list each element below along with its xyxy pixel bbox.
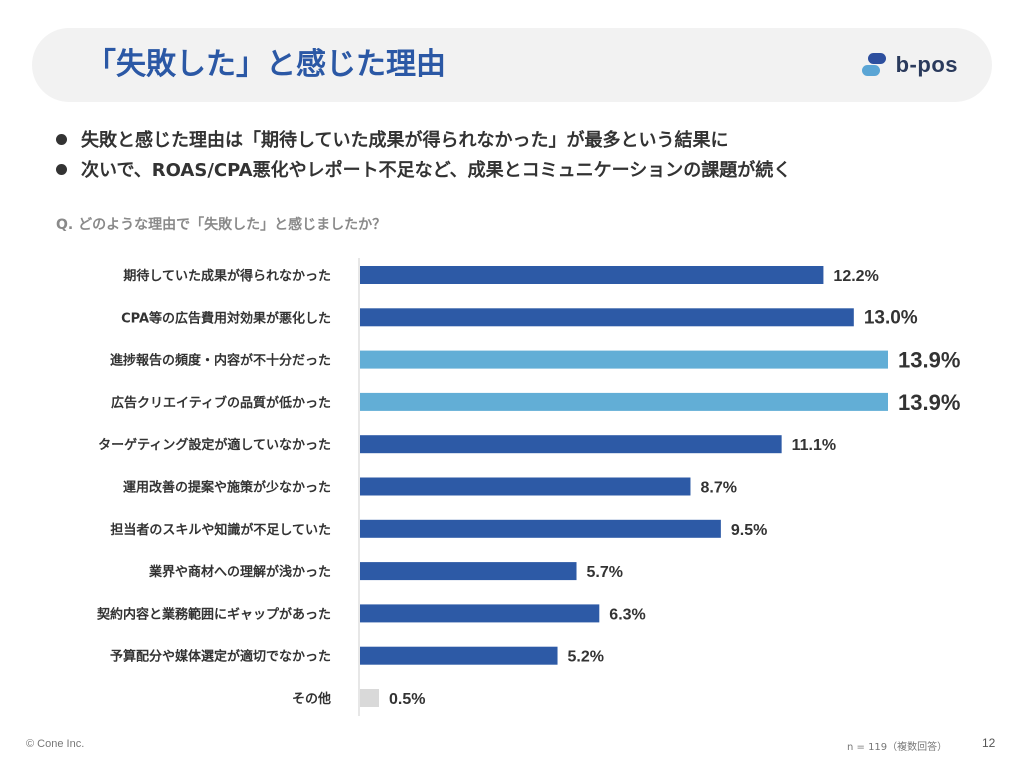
header-banner: 「失敗した」と感じた理由 b-pos [32, 28, 992, 102]
bullet-dot-icon [56, 133, 67, 145]
value-label: 0.5% [389, 691, 425, 708]
value-label: 13.0% [864, 307, 918, 328]
bar [360, 604, 600, 623]
category-label: ターゲティング設定が適していなかった [98, 437, 331, 453]
logo: b-pos [861, 50, 958, 80]
bar [360, 435, 782, 454]
category-label: CPA等の広告費用対効果が悪化した [121, 310, 331, 326]
bar [360, 350, 888, 369]
category-label: その他 [292, 691, 331, 707]
category-label: 運用改善の提案や施策が少なかった [123, 480, 331, 496]
summary-bullet-text: 次いで、ROAS/CPA悪化やレポート不足など、成果とコミュニケーションの課題が… [81, 160, 792, 181]
value-label: 11.1% [792, 437, 836, 454]
category-label: 予算配分や媒体選定が適切でなかった [110, 649, 331, 665]
summary-bullet: 失敗と感じた理由は「期待していた成果が得られなかった」が最多という結果に [56, 124, 791, 154]
summary-bullet-text: 失敗と感じた理由は「期待していた成果が得られなかった」が最多という結果に [81, 130, 729, 151]
category-label: 進捗報告の頻度・内容が不十分だった [110, 353, 331, 369]
value-label: 5.2% [568, 649, 604, 666]
bar [360, 392, 888, 411]
logo-text: b-pos [895, 52, 958, 77]
value-label: 12.2% [833, 268, 878, 285]
bar [360, 266, 824, 284]
category-label: 広告クリエイティブの品質が低かった [111, 395, 331, 411]
bar [360, 562, 577, 581]
copyright: © Cone Inc. [26, 738, 85, 750]
b-pos-logo-icon [861, 52, 886, 78]
category-label: 担当者のスキルや知識が不足していた [110, 522, 331, 538]
value-label: 5.7% [587, 564, 623, 581]
bar-chart: 期待していた成果が得られなかった 12.2% CPA等の広告費用対効果が悪化した 13… [96, 258, 960, 716]
value-label: 8.7% [700, 480, 736, 497]
bullet-dot-icon [56, 163, 67, 175]
category-label: 契約内容と業務範囲にギャップがあった [96, 606, 331, 622]
category-label: 期待していた成果が得られなかった [123, 268, 331, 284]
page-number: 12 [982, 736, 996, 750]
page-title: 「失敗した」と感じた理由 [86, 47, 446, 82]
summary-bullets: 失敗と感じた理由は「期待していた成果が得られなかった」が最多という結果に 次いで… [56, 124, 791, 184]
bar [360, 689, 379, 707]
value-label: 9.5% [731, 522, 767, 539]
value-label: 6.3% [609, 606, 645, 623]
value-label: 13.9% [898, 390, 960, 415]
bar [360, 308, 854, 327]
bar [360, 519, 721, 538]
summary-bullet: 次いで、ROAS/CPA悪化やレポート不足など、成果とコミュニケーションの課題が… [56, 154, 791, 184]
value-label: 13.9% [898, 348, 960, 373]
bar [360, 477, 691, 496]
survey-question: Q. どのような理由で「失敗した」と感じましたか？ [56, 217, 387, 233]
sample-size-note: n = 119（複数回答） [847, 742, 948, 753]
bar [360, 646, 558, 665]
category-label: 業界や商材への理解が浅かった [148, 564, 331, 580]
